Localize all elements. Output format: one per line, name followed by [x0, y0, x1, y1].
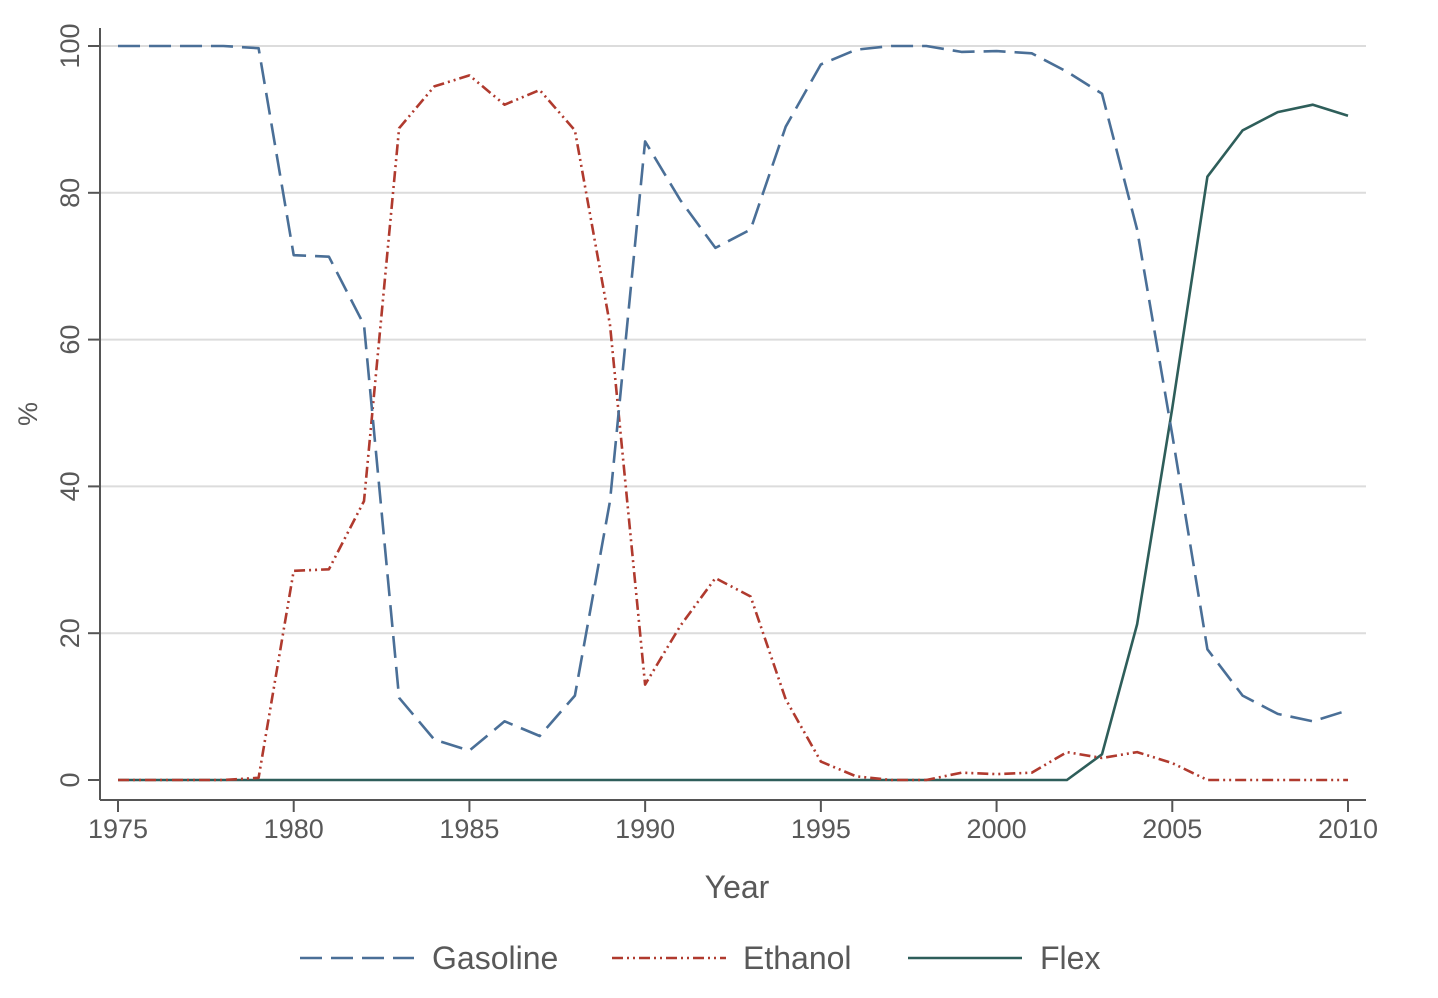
y-tick-label-20: 20: [55, 618, 85, 648]
legend-label-flex: Flex: [1040, 940, 1100, 976]
legend: Gasoline Ethanol Flex: [300, 940, 1100, 976]
y-tick-label-0: 0: [55, 772, 85, 787]
x-tick-label-1980: 1980: [264, 814, 324, 844]
y-tick-label-100: 100: [55, 23, 85, 68]
x-tick-label-2000: 2000: [967, 814, 1027, 844]
x-ticks: 1975 1980 1985 1990 1995 2000 2005 2010: [88, 800, 1378, 844]
x-tick-label-1975: 1975: [88, 814, 148, 844]
y-ticks: 0 20 40 60 80 100: [55, 23, 100, 788]
x-tick-label-1985: 1985: [439, 814, 499, 844]
x-tick-label-2010: 2010: [1318, 814, 1378, 844]
y-axis-title: %: [13, 402, 43, 426]
gridlines: [101, 45, 1366, 635]
axes: [99, 28, 1366, 801]
y-tick-label-60: 60: [55, 325, 85, 355]
x-tick-label-2005: 2005: [1142, 814, 1202, 844]
x-tick-label-1990: 1990: [615, 814, 675, 844]
series-lines: [118, 44, 1349, 782]
series-line-ethanol: [118, 74, 1348, 782]
series-line-gasoline: [118, 44, 1349, 752]
x-tick-label-1995: 1995: [791, 814, 851, 844]
y-tick-label-40: 40: [55, 471, 85, 501]
x-axis-title: Year: [705, 869, 770, 905]
series-line-flex: [118, 103, 1349, 782]
legend-label-ethanol: Ethanol: [743, 940, 852, 976]
y-tick-label-80: 80: [55, 178, 85, 208]
legend-label-gasoline: Gasoline: [432, 940, 558, 976]
